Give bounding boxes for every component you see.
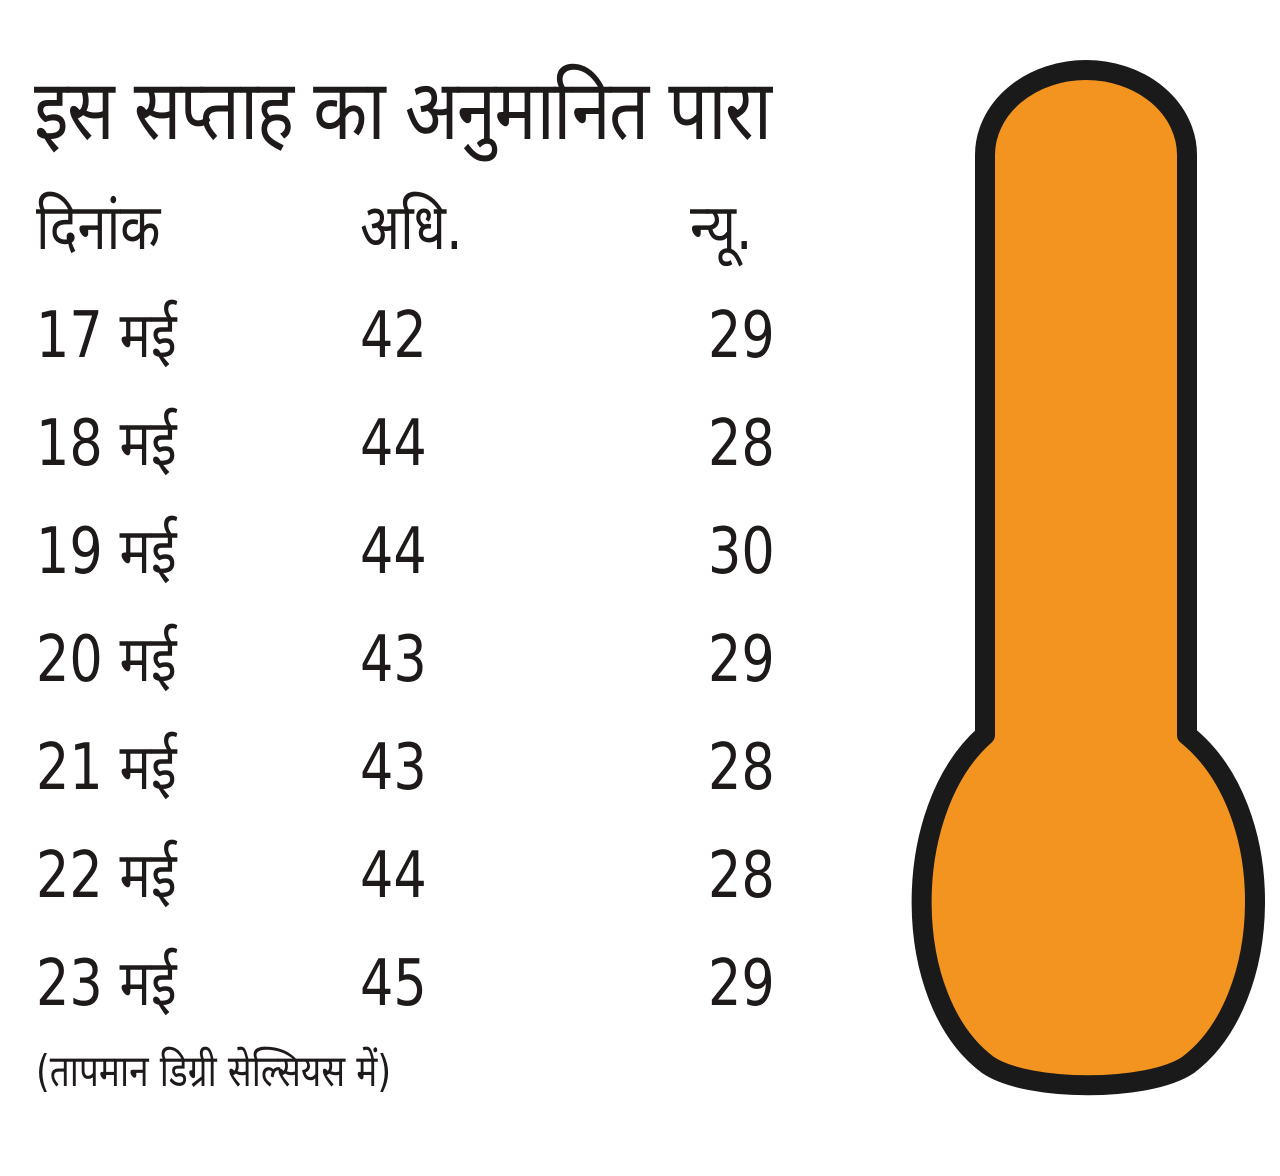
row-date: 18 मई: [36, 407, 177, 481]
row-min: 28: [708, 731, 775, 805]
row-date: 19 मई: [36, 515, 177, 589]
row-date: 17 मई: [36, 299, 177, 373]
row-max: 44: [360, 407, 427, 481]
table-row: 23 मई 45 29: [0, 934, 900, 1034]
row-max: 43: [360, 731, 427, 805]
row-max: 42: [360, 299, 427, 373]
table-header-row: दिनांक अधि. न्यू.: [0, 178, 900, 278]
table-row: 18 मई 44 28: [0, 394, 900, 494]
header-min: न्यू.: [690, 191, 753, 265]
row-min: 28: [708, 839, 775, 913]
row-min: 28: [708, 407, 775, 481]
row-min: 30: [708, 515, 775, 589]
row-min: 29: [708, 947, 775, 1021]
row-date: 23 मई: [36, 947, 177, 1021]
row-date: 22 मई: [36, 839, 177, 913]
thermometer-body: [911, 60, 1265, 1096]
table-row: 17 मई 42 29: [0, 286, 900, 386]
unit-footnote: (तापमान डिग्री सेल्सियस में): [36, 1046, 392, 1097]
header-max: अधि.: [360, 191, 463, 265]
page-title: इस सप्ताह का अनुमानित पारा: [34, 61, 772, 159]
table-row: 19 मई 44 30: [0, 502, 900, 602]
row-max: 44: [360, 839, 427, 913]
row-min: 29: [708, 623, 775, 697]
row-max: 43: [360, 623, 427, 697]
row-max: 45: [360, 947, 427, 1021]
row-date: 21 मई: [36, 731, 177, 805]
table-row: 21 मई 43 28: [0, 718, 900, 818]
row-max: 44: [360, 515, 427, 589]
table-row: 20 मई 43 29: [0, 610, 900, 710]
header-date: दिनांक: [36, 191, 161, 265]
row-date: 20 मई: [36, 623, 177, 697]
row-min: 29: [708, 299, 775, 373]
table-row: 22 मई 44 28: [0, 826, 900, 926]
